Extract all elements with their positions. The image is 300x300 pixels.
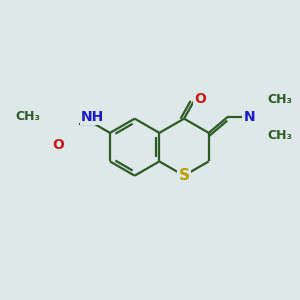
Text: CH₃: CH₃ [15,110,41,123]
Text: N: N [243,110,255,124]
Text: S: S [178,168,190,183]
Text: O: O [53,138,64,152]
Text: CH₃: CH₃ [267,93,292,106]
Text: O: O [194,92,206,106]
Text: NH: NH [81,110,104,124]
Text: CH₃: CH₃ [267,129,292,142]
